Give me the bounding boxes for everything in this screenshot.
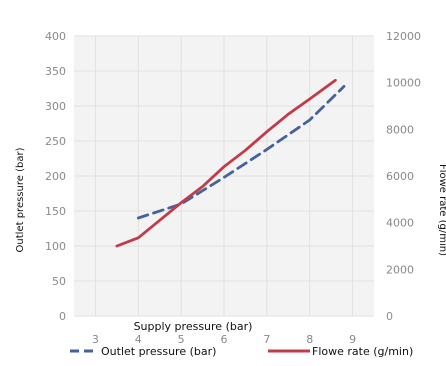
x-tick-label: 3	[92, 333, 99, 346]
y-tick-label: 150	[45, 205, 66, 218]
y-tick-label: 200	[45, 170, 66, 183]
y2-tick-label: 8000	[386, 123, 414, 136]
series-line-flow-rate	[115, 78, 337, 248]
y2-tick-label: 2000	[386, 263, 414, 276]
y-axis-ticks: 0 50 100 150 200 250 300 350 400	[45, 30, 66, 323]
x-tick-label: 5	[178, 333, 185, 346]
x-axis-ticks: 3 4 5 6 7 8 9	[92, 333, 356, 346]
x-tick-label: 8	[306, 333, 313, 346]
series-line-outlet-pressure	[136, 85, 346, 220]
y2-tick-label: 0	[386, 310, 393, 323]
x-tick-label: 6	[221, 333, 228, 346]
x-tick-label: 9	[349, 333, 356, 346]
y-tick-label: 50	[52, 275, 66, 288]
series-lines	[115, 78, 346, 248]
x-axis-label: Supply pressure (bar)	[134, 320, 253, 333]
x-tick-label: 7	[263, 333, 270, 346]
y2-tick-label: 4000	[386, 217, 414, 230]
y2-tick-label: 6000	[386, 170, 414, 183]
legend-label-flow-rate: Flowe rate (g/min)	[312, 345, 413, 358]
y2-tick-label: 10000	[386, 77, 421, 90]
legend: Outlet pressure (bar) Flowe rate (g/min)	[70, 345, 413, 358]
y-tick-label: 100	[45, 240, 66, 253]
y-axis-label: Outlet pressure (bar)	[15, 147, 26, 252]
y2-axis-label: Flowe rate (g/min)	[437, 164, 446, 256]
y2-axis-ticks: 0 2000 4000 6000 8000 10000 12000	[386, 30, 421, 323]
y-tick-label: 400	[45, 30, 66, 43]
legend-label-outlet-pressure: Outlet pressure (bar)	[101, 345, 216, 358]
y-tick-label: 350	[45, 65, 66, 78]
x-tick-label: 4	[135, 333, 142, 346]
gridlines	[74, 35, 374, 317]
y2-tick-label: 12000	[386, 30, 421, 43]
y-tick-label: 250	[45, 135, 66, 148]
y-tick-label: 300	[45, 100, 66, 113]
y-tick-label: 0	[59, 310, 66, 323]
